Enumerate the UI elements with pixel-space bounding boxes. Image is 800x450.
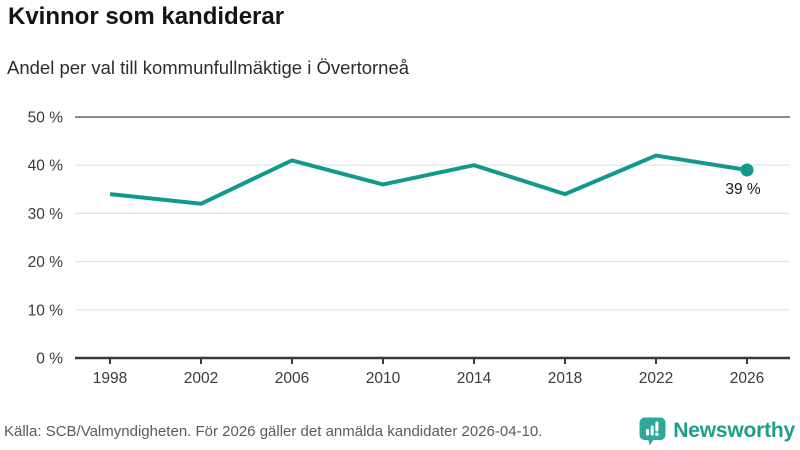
y-tick-label: 10 % <box>28 302 64 319</box>
newsworthy-bubble-chart-icon <box>639 417 666 445</box>
chart-subtitle: Andel per val till kommunfullmäktige i Ö… <box>7 57 410 78</box>
y-tick-label: 20 % <box>28 254 64 271</box>
x-tick-label: 1998 <box>93 370 127 387</box>
x-tick-label: 2018 <box>548 370 582 387</box>
y-tick-label: 40 % <box>28 158 64 175</box>
line-chart: 0 % 10 % 20 % 30 % 40 % 50 % 1998 2002 2006 2010 2… <box>28 110 790 387</box>
brand-logo: Newsworthy <box>638 416 795 447</box>
data-line <box>109 153 748 206</box>
y-tick-label: 50 % <box>28 110 64 127</box>
y-tick-label: 0 % <box>36 351 63 368</box>
x-tick-label: 2022 <box>639 370 673 387</box>
y-tick-label: 30 % <box>28 206 64 223</box>
x-tick-label: 2026 <box>730 370 764 387</box>
brand-name: Newsworthy <box>673 419 795 442</box>
x-tick-label: 2010 <box>366 370 401 387</box>
chart-title: Kvinnor som kandiderar <box>8 3 285 30</box>
x-tick-label: 2014 <box>457 370 492 387</box>
x-tick-label: 2006 <box>275 370 309 387</box>
footer: Källa: SCB/Valmyndigheten. För 2026 gäll… <box>4 414 795 448</box>
end-point-marker <box>740 163 754 177</box>
x-tick-label: 2002 <box>184 370 218 387</box>
source-note: Källa: SCB/Valmyndigheten. För 2026 gäll… <box>4 422 543 440</box>
end-value-label: 39 % <box>725 181 761 198</box>
